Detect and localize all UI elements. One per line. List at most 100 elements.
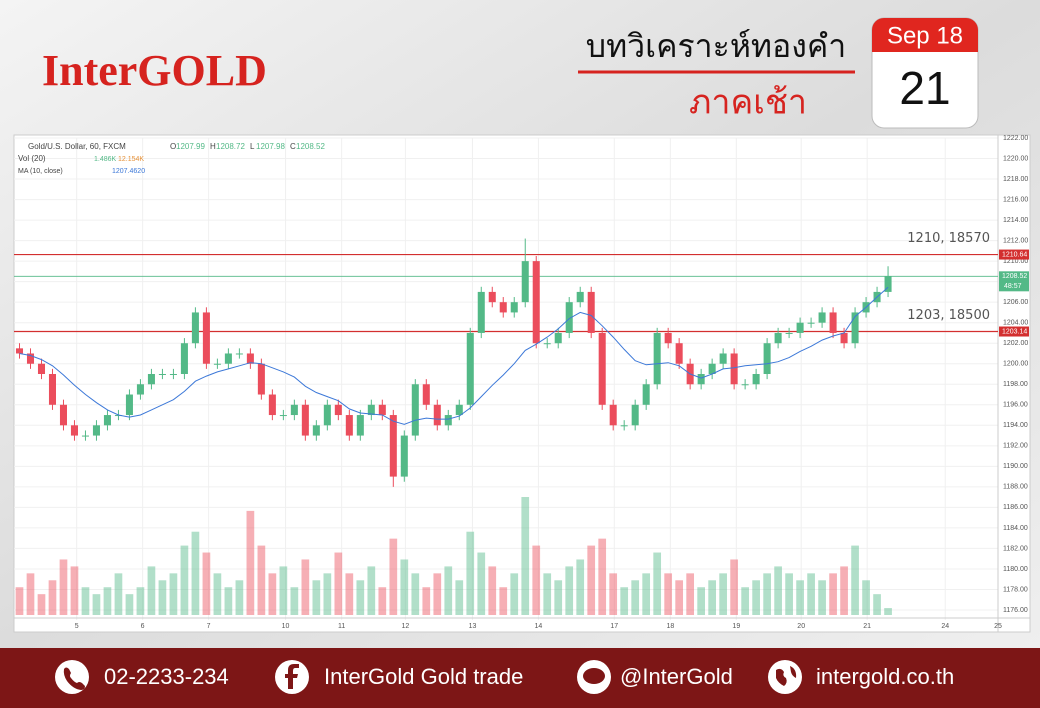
web-icon [768,660,802,694]
candle-body [675,343,683,364]
candle-body [202,312,210,364]
candle-body [642,384,650,405]
volume-bar [125,594,134,615]
x-tick-label: 20 [797,623,805,630]
candle-body [565,302,573,333]
candle-body [697,374,705,385]
volume-bar [510,573,519,615]
symbol-label: Gold/U.S. Dollar, 60, FXCM [28,142,126,151]
volume-bar [664,573,673,615]
volume-bar [719,573,727,615]
volume-bar [422,587,431,615]
candle-body [818,312,826,323]
price-tag [999,249,1029,260]
candle-body [334,404,342,416]
volume-bar [554,580,563,615]
volume-bar [730,559,738,615]
y-tick-label: 1190.00 [1003,463,1028,470]
volume-bar [345,573,354,615]
x-tick-label: 10 [282,623,290,630]
volume-bar [466,531,475,615]
volume-bar [488,566,497,615]
candle-body [411,384,419,436]
candle-body [444,415,452,426]
candle-body [708,363,716,374]
volume-bar [37,594,46,615]
y-tick-label: 1214.00 [1003,217,1028,224]
ma-line [19,286,889,425]
candle-body [653,332,661,385]
y-tick-label: 1176.00 [1003,607,1028,614]
ohlc-key: L [250,142,255,151]
volume-bar [411,573,420,615]
chart-pane [13,134,1031,633]
y-tick-label: 1206.00 [1003,299,1028,306]
y-tick-label: 1216.00 [1003,196,1028,203]
candle-body [257,363,265,395]
footer-website: intergold.co.th [816,664,954,689]
y-tick-label: 1218.00 [1003,176,1028,183]
volume-bar [477,552,486,615]
volume-bar [180,545,189,615]
volume-bar [81,587,90,615]
candle-body [433,404,441,426]
candle-body [125,394,133,416]
volume-bar [213,573,222,615]
volume-bar [686,573,695,615]
volume-bar [543,573,552,615]
volume-bar [763,573,771,615]
volume-bar [136,587,145,615]
volume-bar [609,573,618,615]
volume-bar [15,587,24,615]
candle-body [785,332,793,334]
volume-bar [202,552,211,615]
x-tick-label: 17 [610,623,618,630]
volume-bar [532,545,541,615]
candle-body [576,291,584,303]
candle-body [345,415,353,436]
volume-bar [741,587,749,615]
candle-body [92,425,100,436]
candle-body [378,404,386,416]
candle-body [158,374,166,375]
candle-body [136,384,144,395]
volume-bar [48,580,57,615]
candle-body [774,332,782,344]
candle-body [70,425,78,436]
volume-bar [257,545,266,615]
y-tick-label: 1178.00 [1003,586,1028,593]
ohlc-key: O [170,142,176,151]
candle-body [48,374,56,405]
web-glyph [776,666,797,686]
candle-body [532,261,540,344]
y-tick-label: 1180.00 [1003,566,1028,573]
chart: 1176.00 1178.00 1180.00 1182.00 1184.00 1186.… [14,135,1030,632]
volume-bar [796,580,804,615]
candle-body [620,425,628,427]
price-tag-label: 1203.14 [1002,328,1027,335]
x-tick-label: 19 [732,623,740,630]
ohlc-key: C [290,142,296,151]
volume-bar [840,566,848,615]
candle-body [389,415,397,477]
volume-bar [587,545,596,615]
volume-bar [158,580,167,615]
candle-body [235,353,243,355]
footer-phone: 02-2233-234 [104,664,229,689]
volume-legend-name: Vol (20) [18,154,46,163]
candle-body [59,404,67,426]
volume-bar [829,573,837,615]
candle-body [169,374,177,375]
volume-bar [191,531,200,615]
volume-bar [752,580,760,615]
price-tag [999,326,1029,337]
candle-body [554,332,562,344]
calendar-month: Sep 18 [887,22,963,49]
candle-body [840,332,848,344]
volume-bar [598,538,607,615]
y-tick-label: 1192.00 [1003,443,1028,450]
price-tag [999,271,1029,292]
candle-body [609,404,617,426]
volume-bar [697,587,705,615]
candle-body [81,435,89,437]
